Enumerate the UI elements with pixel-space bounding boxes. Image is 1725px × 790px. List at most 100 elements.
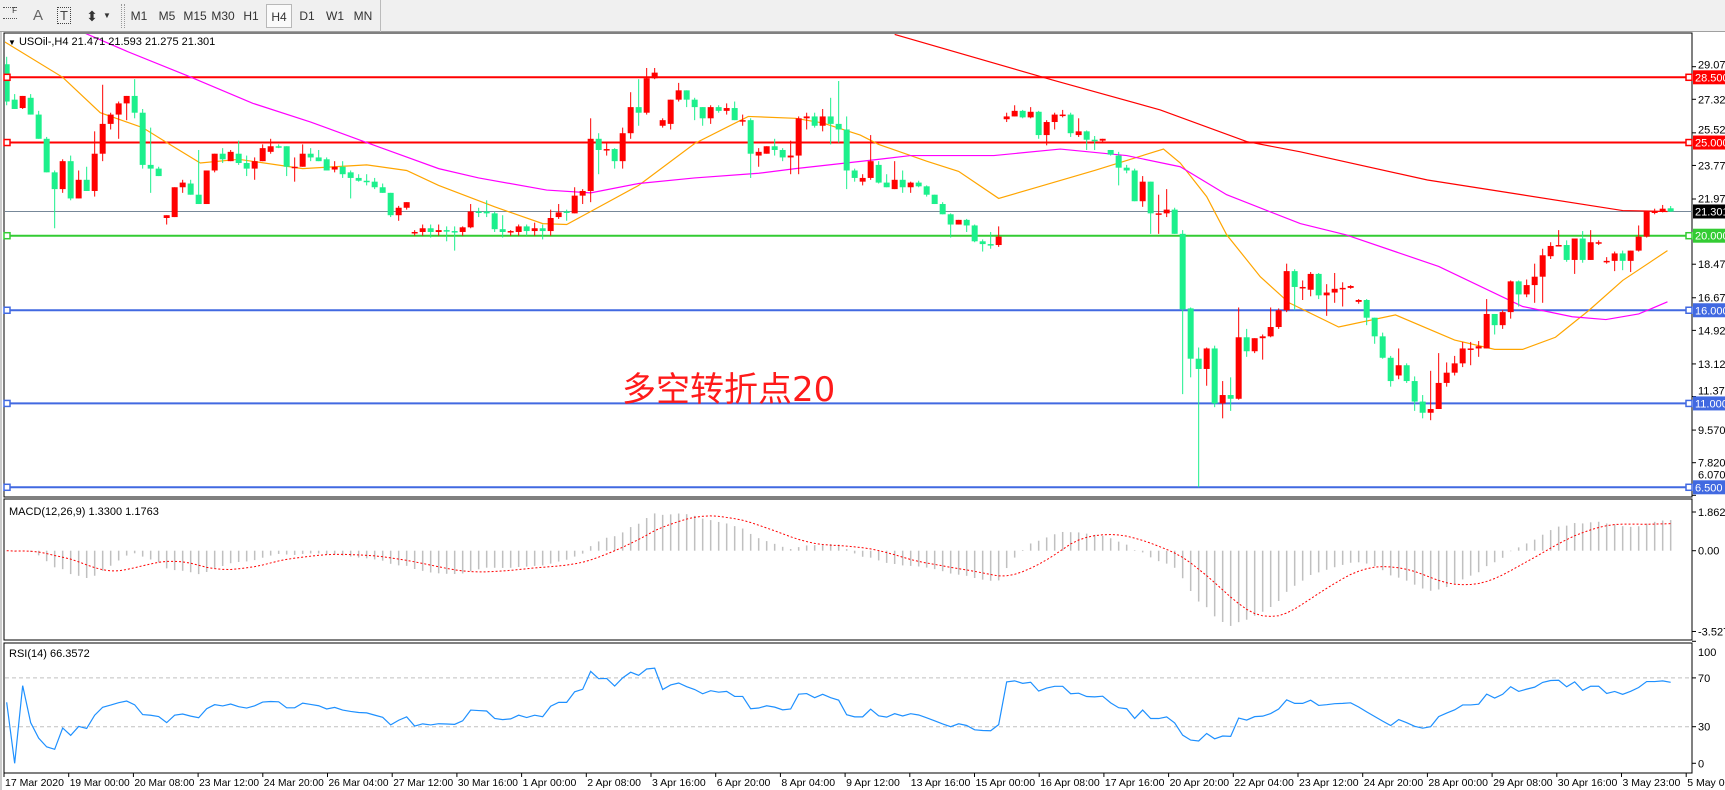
candle [99, 84, 106, 162]
candle-body [379, 187, 386, 193]
candle-body [1179, 233, 1186, 310]
candle-body [1419, 401, 1426, 413]
candle [1283, 263, 1290, 313]
candle-body [1187, 308, 1194, 359]
candle-body [931, 194, 938, 205]
price-tick-label: 11.370 [1698, 385, 1725, 397]
candle-body [867, 161, 874, 178]
candle-body [371, 181, 378, 188]
macd-pane-frame [3, 498, 1693, 641]
candle [1395, 348, 1402, 380]
candle [515, 224, 522, 236]
candle [507, 230, 514, 236]
collapse-triangle-icon[interactable]: ▼ [8, 38, 16, 47]
candle-body [811, 116, 818, 126]
candle-body [1507, 281, 1514, 313]
timeframe-d1[interactable]: D1 [299, 9, 315, 23]
candle-body [1403, 365, 1410, 382]
candle [987, 231, 994, 249]
timeframe-h4[interactable]: H4 [266, 4, 292, 28]
candle-body [1227, 395, 1234, 399]
candle-body [787, 155, 794, 158]
candle-body [1211, 348, 1218, 404]
candle-body [443, 230, 450, 232]
timeframe-m15[interactable]: M15 [183, 9, 207, 23]
candle-body [979, 241, 986, 245]
candle [347, 170, 354, 199]
candle-body [195, 194, 202, 205]
chevron-down-icon[interactable]: ▼ [103, 11, 111, 20]
candle [355, 174, 362, 182]
candle [1443, 362, 1450, 387]
macd-tick-label: 0.00 [1698, 546, 1719, 558]
candle-body [1539, 255, 1546, 277]
candle [1619, 250, 1626, 271]
candle-body [683, 90, 690, 100]
candle [155, 166, 162, 177]
candle [603, 142, 610, 156]
price-tick-label: 18.470 [1698, 259, 1725, 271]
candle-body [211, 153, 218, 171]
candle-body [1139, 181, 1146, 202]
time-tick-label: 3 May 23:00 [1623, 777, 1681, 789]
candle-body [859, 177, 866, 182]
candle [1235, 307, 1242, 400]
chart-annotation-text[interactable]: 多空转折点20 [622, 370, 836, 410]
candle-body [51, 172, 58, 190]
candle-body [419, 228, 426, 232]
candle [1451, 355, 1458, 376]
candle [835, 81, 842, 143]
candle [1339, 282, 1346, 307]
candle [1427, 370, 1434, 421]
candle-body [1379, 336, 1386, 358]
main-plot [5, 34, 1692, 489]
candle-body [323, 159, 330, 171]
candle-body [1235, 337, 1242, 399]
price-chart[interactable]: 29.070 27.320 25.520 23.770 21.970 18.470 16.6… [0, 32, 1725, 790]
candle [1043, 120, 1050, 146]
timeframe-m5[interactable]: M5 [158, 9, 176, 23]
arrows-tool-icon[interactable]: ⬍ [86, 8, 98, 24]
candle-body [1363, 300, 1370, 318]
candle-body [883, 182, 890, 188]
candle-body [1547, 245, 1554, 257]
candle [1579, 231, 1586, 263]
candle-body [515, 226, 522, 232]
grid-properties-icon[interactable]: F [2, 4, 20, 28]
timeframe-h1[interactable]: H1 [243, 9, 259, 23]
price-label-21.301: 21.301 [1695, 206, 1725, 218]
candle [315, 149, 322, 162]
candle-body [1595, 242, 1602, 244]
timeframe-m1[interactable]: M1 [130, 9, 148, 23]
candle-body [635, 107, 642, 113]
candle-body [411, 231, 418, 234]
candle-body [1659, 208, 1666, 212]
timeframe-w1[interactable]: W1 [326, 9, 344, 23]
price-tick-label: 7.820 [1698, 458, 1725, 470]
price-label-16.000: 16.000 [1695, 305, 1725, 317]
time-tick-label: 2 Apr 08:00 [587, 777, 641, 789]
time-tick-label: 23 Mar 12:00 [199, 777, 259, 789]
text-label-tool-icon[interactable]: T [54, 4, 74, 28]
candle [971, 224, 978, 243]
text-tool-icon[interactable]: A [32, 7, 43, 24]
candle [883, 174, 890, 188]
candle-body [803, 116, 810, 119]
candle [595, 133, 602, 175]
candle-body [523, 226, 530, 232]
candle [179, 179, 186, 193]
timeframe-m30[interactable]: M30 [211, 9, 235, 23]
candle-body [1147, 181, 1154, 214]
candle [27, 94, 34, 115]
candle [243, 155, 250, 177]
candle [1531, 263, 1538, 303]
candle [1523, 279, 1530, 298]
candle [59, 159, 66, 193]
candle-body [1331, 288, 1338, 293]
candle [1035, 110, 1042, 139]
candle [755, 148, 762, 167]
candle [43, 136, 50, 173]
candle [459, 226, 466, 236]
timeframe-mn[interactable]: MN [353, 9, 373, 23]
candle [699, 107, 706, 126]
